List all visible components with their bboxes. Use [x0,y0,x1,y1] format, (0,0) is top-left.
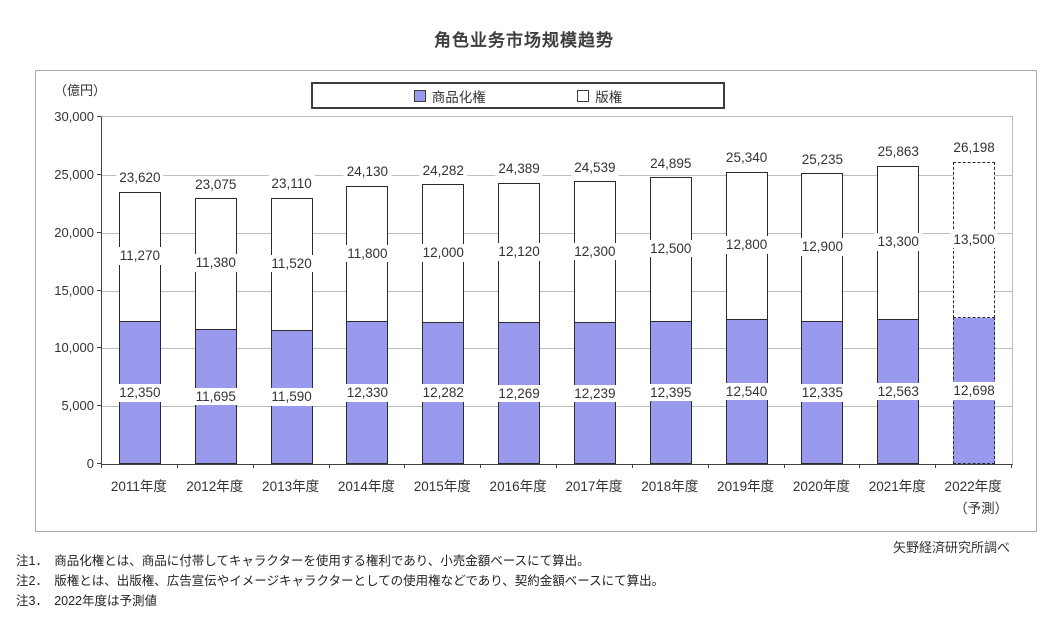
gridline [102,290,1012,292]
legend-label-copyright: 版権 [595,89,623,105]
chart-title: 角色业务市场规模趋势 [434,31,614,50]
source-attribution: 矢野経済研究所調べ [892,540,1010,555]
x-axis-category-label: 2014年度 [337,479,395,494]
bar-label-copyright: 11,520 [268,254,315,273]
y-axis-unit-label: （億円） [54,83,107,98]
bar-label-total: 24,389 [495,160,543,178]
x-axis-tick [253,464,254,468]
y-axis-tick [97,173,101,175]
x-axis-tick [859,464,860,468]
bar-label-merchandising: 12,335 [798,384,847,402]
copyright-swatch-icon [577,89,590,102]
x-axis-tick [632,464,633,468]
bar-label-copyright: 12,000 [419,244,467,262]
legend: 商品化権 版権 [311,82,725,109]
bar-label-total: 24,130 [343,163,392,181]
x-axis-category-label: 2020年度 [792,479,850,494]
bar-label-total: 24,539 [571,158,619,177]
x-axis-tick [404,464,405,468]
x-axis-category-label: 2018年度 [641,479,699,494]
bar-label-merchandising: 11,590 [268,388,315,406]
footnote-3: 注3． 2022年度は予測値 [16,594,158,608]
bar-label-total: 25,340 [722,149,771,167]
bar-label-merchandising: 12,563 [874,382,922,401]
y-axis-tick-label: 10,000 [54,340,94,356]
chart-frame: （億円） 商品化権 版権 12,350 11,270 23,620 11,695 11,… [35,70,1037,532]
y-axis-tick [97,405,101,407]
gridline [102,348,1012,350]
plot-area: 12,350 11,270 23,620 11,695 11,380 23,075 11,5… [101,116,1013,465]
bar-label-copyright: 12,500 [647,239,695,258]
x-axis-category-label: 2017年度 [565,479,623,494]
gridline [102,174,1012,176]
bar-label-total: 23,110 [268,175,315,193]
x-axis-category-label: 2022年度 [944,479,1002,494]
bar-label-total: 23,620 [116,169,164,187]
legend-item-copyright: 版権 [577,86,622,106]
x-axis-category-label: 2013年度 [262,479,320,494]
x-axis-tick [177,464,178,468]
bar-label-total: 25,235 [798,150,847,169]
bar-label-merchandising: 12,282 [419,384,467,402]
bar-label-merchandising: 12,698 [950,382,998,400]
merchandising-swatch-icon [413,89,426,102]
legend-item-merchandising: 商品化権 [413,86,486,106]
bar-label-total: 23,075 [192,175,240,194]
bar-label-total: 25,863 [874,143,922,161]
bar-label-merchandising: 12,330 [343,384,392,402]
x-axis-category-label: 2021年度 [868,479,926,494]
bar-label-total: 24,282 [419,161,467,180]
y-axis-tick-label: 0 [86,456,94,471]
footnote-1: 注1． 商品化権とは、商品に付帯してキャラクターを使用する権利であり、小売金額ベ… [16,554,590,568]
bar-label-copyright: 13,500 [950,230,998,249]
bar-label-copyright: 12,300 [571,242,619,261]
bar-label-copyright: 13,300 [874,233,922,251]
x-axis-category-label: 2015年度 [413,479,471,494]
legend-label-merchandising: 商品化権 [431,89,486,105]
gridline [102,232,1012,234]
bar-label-copyright: 11,800 [344,244,391,263]
gridline [102,406,1012,408]
y-axis-tick-label: 30,000 [54,109,94,124]
x-axis-category-label: 2012年度 [186,479,244,494]
x-axis-tick [935,464,936,468]
x-axis-category-label: 2016年度 [489,479,547,494]
x-axis-tick [556,464,557,468]
bar-label-merchandising: 12,269 [495,384,543,403]
bar-label-copyright: 11,270 [116,247,164,265]
bar-label-copyright: 12,800 [722,236,771,254]
x-axis-category-label: 2011年度 [110,479,167,494]
bar-label-copyright: 12,120 [495,243,543,261]
x-axis-tick [480,464,481,468]
x-axis-tick [329,464,330,468]
y-axis-tick-label: 15,000 [54,282,94,298]
bar-label-merchandising: 12,239 [571,384,619,403]
forecast-note-label: （予測） [954,501,1009,516]
bar-label-copyright: 12,900 [798,238,847,256]
y-axis-tick [97,289,101,291]
y-axis-tick [97,231,101,233]
y-axis-tick [97,116,101,117]
bar-label-merchandising: 11,695 [192,387,239,406]
bar-label-total: 24,895 [647,154,695,173]
y-axis-tick [97,463,101,464]
footnote-2: 注2． 版権とは、出版権、広告宣伝やイメージキャラクターとしての使用権などであり… [16,574,665,588]
x-axis-tick [101,464,102,468]
bar-label-merchandising: 12,350 [116,384,164,402]
y-axis-tick [97,347,101,349]
y-axis-tick-label: 5,000 [61,398,94,414]
x-axis-category-label: 2019年度 [717,479,775,494]
bar-label-merchandising: 12,395 [647,383,695,402]
x-axis-tick [1011,464,1012,468]
y-axis-tick-label: 25,000 [54,166,94,182]
footnotes: 注1． 商品化権とは、商品に付帯してキャラクターを使用する権利であり、小売金額ベ… [16,551,664,611]
y-axis-tick-label: 20,000 [54,224,94,240]
x-axis-tick [708,464,709,468]
x-axis-tick [784,464,785,468]
bar-label-total: 26,198 [950,139,998,157]
bar-label-copyright: 11,380 [192,254,239,272]
bar-label-merchandising: 12,540 [722,382,771,401]
